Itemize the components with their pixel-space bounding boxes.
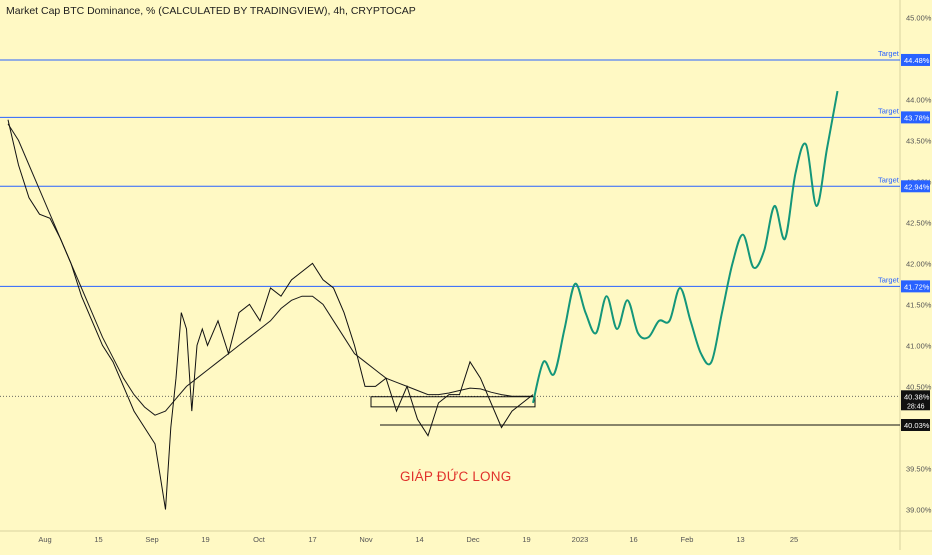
current-price-badge bbox=[901, 390, 930, 411]
y-tick-label: 42.00% bbox=[906, 259, 932, 268]
target-badge-text: 43.78% bbox=[904, 113, 930, 122]
target-label: Target bbox=[878, 175, 900, 184]
x-tick-label: 17 bbox=[308, 535, 316, 544]
x-tick-label: 14 bbox=[415, 535, 423, 544]
x-tick-label: Dec bbox=[466, 535, 480, 544]
support-badge bbox=[901, 419, 930, 431]
target-badge bbox=[901, 111, 930, 124]
y-tick-label: 40.50% bbox=[906, 382, 932, 391]
x-tick-label: 19 bbox=[522, 535, 530, 544]
x-tick-label: Nov bbox=[359, 535, 373, 544]
target-label: Target bbox=[878, 49, 900, 58]
current-price-text: 40.38% bbox=[904, 392, 930, 401]
y-tick-label: 39.00% bbox=[906, 505, 932, 514]
target-badge-text: 41.72% bbox=[904, 282, 930, 291]
target-badge-text: 42.94% bbox=[904, 182, 930, 191]
x-tick-label: 2023 bbox=[572, 535, 589, 544]
projection-path bbox=[532, 90, 839, 404]
x-tick-label: 25 bbox=[790, 535, 798, 544]
y-tick-label: 43.50% bbox=[906, 136, 932, 145]
price-line bbox=[7, 119, 534, 510]
y-tick-label: 44.00% bbox=[906, 95, 932, 104]
x-tick-label: 13 bbox=[736, 535, 744, 544]
x-tick-label: Oct bbox=[253, 535, 266, 544]
countdown-text: 28:46 bbox=[907, 403, 925, 410]
consolidation-zone bbox=[370, 396, 536, 408]
y-tick-label: 42.50% bbox=[906, 218, 932, 227]
x-tick-label: 19 bbox=[201, 535, 209, 544]
target-label: Target bbox=[878, 275, 900, 284]
target-badge-text: 44.48% bbox=[904, 56, 930, 65]
x-tick-label: Feb bbox=[681, 535, 694, 544]
target-badge bbox=[901, 53, 930, 66]
x-tick-label: Aug bbox=[38, 535, 51, 544]
target-badge bbox=[901, 280, 930, 293]
chart-title: Market Cap BTC Dominance, % (CALCULATED … bbox=[6, 5, 416, 17]
y-tick-label: 39.50% bbox=[906, 464, 932, 473]
target-badge bbox=[901, 180, 930, 193]
x-tick-label: 16 bbox=[629, 535, 637, 544]
author-signature: GIÁP ĐỨC LONG bbox=[400, 469, 512, 484]
target-label: Target bbox=[878, 106, 900, 115]
x-tick-label: Sep bbox=[145, 535, 158, 544]
moving-average-line bbox=[7, 123, 533, 416]
y-tick-label: 41.50% bbox=[906, 300, 932, 309]
x-tick-label: 15 bbox=[94, 535, 102, 544]
support-badge-text: 40.03% bbox=[904, 421, 930, 430]
y-tick-label: 41.00% bbox=[906, 341, 932, 350]
y-tick-label: 45.00% bbox=[906, 13, 932, 22]
